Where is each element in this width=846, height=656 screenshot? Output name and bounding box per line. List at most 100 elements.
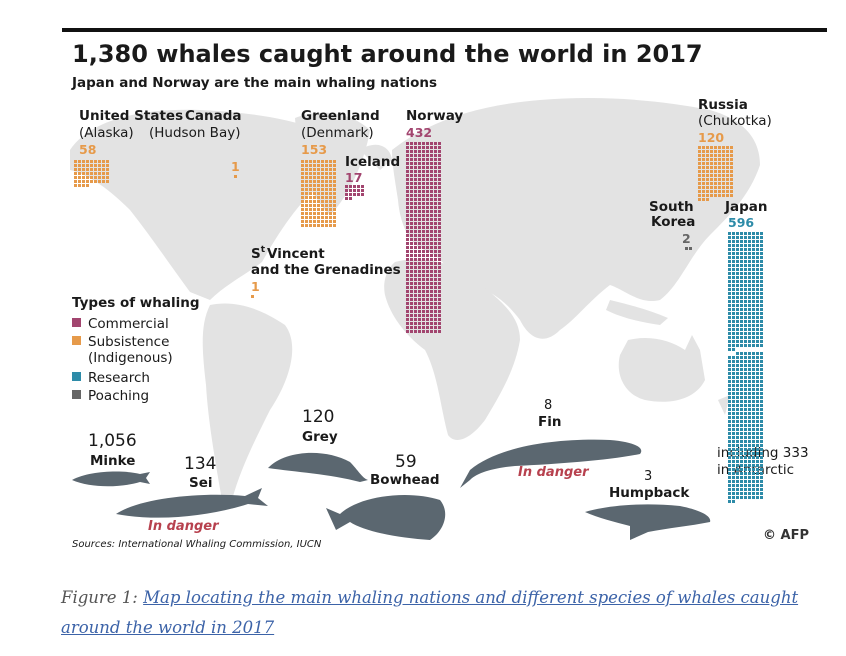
waffle-cell bbox=[744, 392, 747, 395]
waffle-cell bbox=[736, 468, 739, 471]
waffle-cell bbox=[406, 250, 409, 253]
waffle-cell bbox=[732, 476, 735, 479]
waffle-cell bbox=[418, 210, 421, 213]
legend-label-commercial: Commercial bbox=[88, 316, 169, 332]
waffle-cell bbox=[434, 246, 437, 249]
waffle-cell bbox=[418, 254, 421, 257]
waffle-cell bbox=[752, 276, 755, 279]
waffle-cell bbox=[333, 164, 336, 167]
waffle-cell bbox=[313, 188, 316, 191]
waffle-cell bbox=[313, 224, 316, 227]
waffle-cell bbox=[702, 170, 705, 173]
waffle-cell bbox=[728, 308, 731, 311]
waffle-cell bbox=[438, 186, 441, 189]
waffle-cell bbox=[426, 182, 429, 185]
waffle-cell bbox=[74, 180, 77, 183]
waffle-cell bbox=[714, 146, 717, 149]
waffle-cell bbox=[728, 300, 731, 303]
waffle-cell bbox=[756, 364, 759, 367]
waffle-cell bbox=[732, 472, 735, 475]
waffle-cell bbox=[732, 384, 735, 387]
waffle-cell bbox=[756, 484, 759, 487]
waffle-cell bbox=[422, 234, 425, 237]
waffle-cell bbox=[744, 300, 747, 303]
waffle-cell bbox=[722, 150, 725, 153]
waffle-cell bbox=[422, 306, 425, 309]
waffle-cell bbox=[748, 372, 751, 375]
waffle-cell bbox=[86, 164, 89, 167]
caption-link[interactable]: Map locating the main whaling nations an… bbox=[61, 588, 799, 637]
waffle-cell bbox=[333, 192, 336, 195]
waffle-cell bbox=[418, 246, 421, 249]
waffle-cell bbox=[333, 176, 336, 179]
waffle-cell bbox=[748, 312, 751, 315]
waffle-cell bbox=[410, 178, 413, 181]
waffle-cell bbox=[305, 176, 308, 179]
waffle-cell bbox=[305, 212, 308, 215]
waffle-cell bbox=[760, 296, 763, 299]
waffle-cell bbox=[714, 178, 717, 181]
waffle-cell bbox=[760, 452, 763, 455]
waffle-cell bbox=[760, 400, 763, 403]
waffle-cell bbox=[438, 222, 441, 225]
waffle-cell bbox=[702, 150, 705, 153]
waffle-cell bbox=[309, 172, 312, 175]
waffle-cell bbox=[309, 192, 312, 195]
waffle-cell bbox=[736, 268, 739, 271]
species-count: 120 bbox=[302, 407, 334, 427]
waffle-cell bbox=[406, 326, 409, 329]
species-grey: 120 Grey bbox=[268, 407, 368, 482]
waffle-cell bbox=[438, 278, 441, 281]
waffle-cell bbox=[305, 188, 308, 191]
waffle-cell bbox=[422, 274, 425, 277]
waffle-cell bbox=[744, 424, 747, 427]
waffle-cell bbox=[736, 480, 739, 483]
waffle-cell bbox=[760, 272, 763, 275]
waffle-cell bbox=[309, 200, 312, 203]
waffle-cell bbox=[414, 198, 417, 201]
waffle-cell bbox=[414, 254, 417, 257]
waffle-cell bbox=[740, 484, 743, 487]
waffle-cell bbox=[706, 158, 709, 161]
waffle-cell bbox=[438, 290, 441, 293]
waffle-cell bbox=[102, 164, 105, 167]
waffle-cell bbox=[434, 306, 437, 309]
waffle-cell bbox=[732, 364, 735, 367]
waffle-cell bbox=[313, 200, 316, 203]
waffle-cell bbox=[728, 256, 731, 259]
waffle-cell bbox=[732, 360, 735, 363]
waffle-cell bbox=[730, 182, 733, 185]
waffle-cell bbox=[728, 316, 731, 319]
waffle-cell bbox=[760, 328, 763, 331]
waffle-cell bbox=[732, 404, 735, 407]
waffle-cell bbox=[748, 232, 751, 235]
waffle-cell bbox=[313, 212, 316, 215]
waffle-cell bbox=[406, 314, 409, 317]
waffle-cell bbox=[752, 336, 755, 339]
waffle-cell bbox=[426, 262, 429, 265]
waffle-cell bbox=[756, 376, 759, 379]
waffle-cell bbox=[728, 404, 731, 407]
waffle-cell bbox=[760, 336, 763, 339]
waffle-cell bbox=[760, 392, 763, 395]
waffle-cell bbox=[752, 328, 755, 331]
waffle-cell bbox=[406, 142, 409, 145]
waffle-cell bbox=[756, 388, 759, 391]
waffle-cell bbox=[309, 188, 312, 191]
waffle-cell bbox=[730, 170, 733, 173]
waffle-cell bbox=[301, 212, 304, 215]
waffle-cell bbox=[726, 182, 729, 185]
waffle-cell bbox=[744, 344, 747, 347]
waffle-cell bbox=[438, 218, 441, 221]
waffle-cell bbox=[325, 184, 328, 187]
waffle-cell bbox=[760, 256, 763, 259]
waffle-cell bbox=[736, 332, 739, 335]
waffle-cell bbox=[438, 162, 441, 165]
waffle-cell bbox=[410, 190, 413, 193]
waffle-cell bbox=[434, 198, 437, 201]
waffle-cell bbox=[422, 238, 425, 241]
waffle-cell bbox=[321, 196, 324, 199]
country-label-norway: Norway 432 bbox=[406, 108, 463, 140]
waffle-cell bbox=[422, 166, 425, 169]
waffle-cell bbox=[329, 220, 332, 223]
